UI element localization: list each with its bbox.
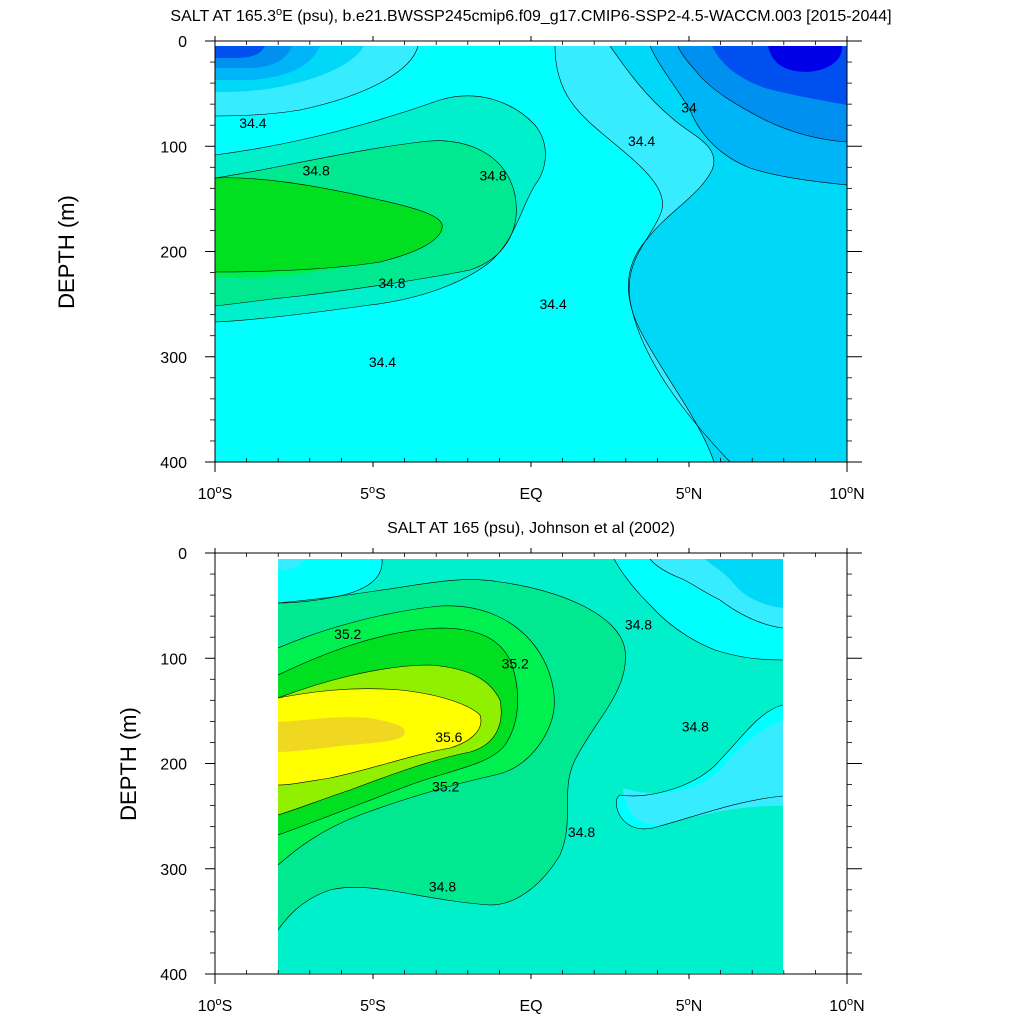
top-y-tick-label: 300 — [160, 350, 187, 367]
bot-fill-se-34.6 — [623, 720, 783, 825]
top-contour-label-text: 34.8 — [302, 162, 329, 178]
bottom-contour-label: 35.2 — [334, 626, 361, 642]
bottom-contour-label-text: 35.6 — [435, 729, 462, 745]
top-contour-fills — [215, 46, 847, 462]
bottom-x-tick-label: 5oS — [360, 996, 386, 1015]
top-contour-line — [215, 177, 443, 273]
top-y-tick-label: 0 — [178, 34, 187, 51]
bot-contour-line — [278, 559, 383, 604]
top-contour-line — [215, 46, 419, 117]
top-contour-label-text: 34.4 — [628, 133, 655, 149]
top-x-tick-label: 10oN — [829, 484, 864, 503]
top-contour-label: 34.4 — [239, 115, 266, 131]
top-axis-ticks: 10oS 5oS EQ 5oN 10oN 0 100 200 300 400 — [160, 34, 864, 503]
top-contour-label: 34 — [681, 99, 697, 115]
top-contour-label: 34.8 — [302, 162, 329, 178]
top-contour-line — [215, 95, 546, 323]
bottom-contour-label-text: 34.8 — [429, 879, 456, 895]
top-contour-line — [649, 46, 847, 186]
top-contour-label: 34.8 — [378, 275, 405, 291]
bottom-contour-label: 35.2 — [432, 779, 459, 795]
top-contour-label: 34.4 — [539, 296, 566, 312]
top-contour-line — [609, 46, 715, 462]
top-x-tick-label: 10oS — [198, 484, 233, 503]
top-y-tick-label: 400 — [160, 455, 187, 472]
bottom-contour-fills — [278, 559, 783, 973]
top-contour-label-text: 34.4 — [239, 115, 266, 131]
top-contour-label-text: 34.4 — [369, 354, 396, 370]
bottom-contour-label-text: 34.8 — [682, 719, 709, 735]
bot-fill-ne-34.4 — [705, 559, 783, 608]
bot-contour-line — [278, 579, 626, 931]
bot-fill-nw-34.8 — [278, 559, 383, 603]
bottom-y-tick-label: 0 — [178, 546, 187, 563]
top-contour-label: 34.8 — [479, 168, 506, 184]
bottom-contour-label: 34.8 — [682, 719, 709, 735]
bottom-contour-label-text: 35.2 — [334, 626, 361, 642]
bottom-contour-label: 35.2 — [502, 656, 529, 672]
bottom-contour-lines — [278, 559, 783, 931]
bottom-y-tick-label: 300 — [160, 862, 187, 879]
top-y-tick-label: 100 — [160, 139, 187, 156]
top-contour-line — [677, 46, 847, 143]
top-contour-line — [215, 140, 517, 307]
bottom-x-tick-label: 5oN — [676, 996, 703, 1015]
top-contour-line — [554, 46, 731, 462]
top-contour-label-text: 34.8 — [479, 168, 506, 184]
top-fill-east-33.6 — [768, 46, 843, 72]
bottom-x-tick-label: 10oN — [829, 996, 864, 1015]
top-y-tick-label: 200 — [160, 245, 187, 262]
top-contour-labels: 34.4 34.8 34.8 34.8 34.4 34.4 34.4 34 — [239, 99, 697, 370]
top-contour-label-text: 34.8 — [378, 275, 405, 291]
top-contour-label-text: 34.4 — [539, 296, 566, 312]
bottom-y-tick-label: 400 — [160, 967, 187, 984]
bot-contour-line — [649, 559, 783, 629]
bot-fill-36.2 — [278, 717, 405, 752]
bot-contour-line — [616, 704, 783, 829]
bottom-contour-label-text: 35.2 — [432, 779, 459, 795]
top-fill-nw-33.8 — [215, 46, 265, 58]
top-y-axis-label: DEPTH (m) — [54, 195, 79, 309]
bottom-contour-label: 35.6 — [435, 729, 462, 745]
bottom-contour-label: 34.8 — [429, 879, 456, 895]
bot-fill-nw-34.6 — [278, 559, 305, 570]
bottom-contour-label-text: 34.8 — [625, 617, 652, 633]
bottom-y-tick-label: 100 — [160, 651, 187, 668]
bottom-chart: SALT AT 165 (psu), Johnson et al (2002) … — [116, 520, 865, 1015]
top-contour-label: 34.4 — [369, 354, 396, 370]
bottom-axis-ticks: 10oS 5oS EQ 5oN 10oN 0 100 200 300 400 — [160, 546, 864, 1015]
bottom-contour-label-text: 35.2 — [502, 656, 529, 672]
bottom-contour-label: 34.8 — [625, 617, 652, 633]
top-contour-lines — [215, 46, 847, 462]
bot-contour-line — [278, 688, 482, 786]
bottom-y-axis-label: DEPTH (m) — [116, 707, 141, 821]
bottom-x-tick-label: 10oS — [198, 996, 233, 1015]
bottom-contour-label-text: 34.8 — [568, 824, 595, 840]
bottom-x-tick-label: EQ — [519, 998, 542, 1015]
bot-contour-line — [278, 627, 518, 836]
bot-contour-line — [278, 605, 555, 866]
bottom-contour-label: 34.8 — [568, 824, 595, 840]
bottom-contour-labels: 35.2 35.2 35.6 35.2 34.8 34.8 34.8 34.8 — [334, 617, 709, 895]
top-contour-label-text: 34 — [681, 99, 697, 115]
bot-contour-line — [278, 664, 502, 816]
bot-contour-line — [613, 559, 783, 661]
bottom-chart-title: SALT AT 165 (psu), Johnson et al (2002) — [387, 520, 675, 537]
top-chart-title: SALT AT 165.3oE (psu), b.e21.BWSSP245cmi… — [170, 6, 891, 25]
top-x-tick-label: 5oN — [676, 484, 703, 503]
top-x-tick-label: 5oS — [360, 484, 386, 503]
bottom-y-tick-label: 200 — [160, 757, 187, 774]
top-contour-label: 34.4 — [628, 133, 655, 149]
top-x-tick-label: EQ — [519, 486, 542, 503]
top-chart: SALT AT 165.3oE (psu), b.e21.BWSSP245cmi… — [54, 6, 892, 503]
